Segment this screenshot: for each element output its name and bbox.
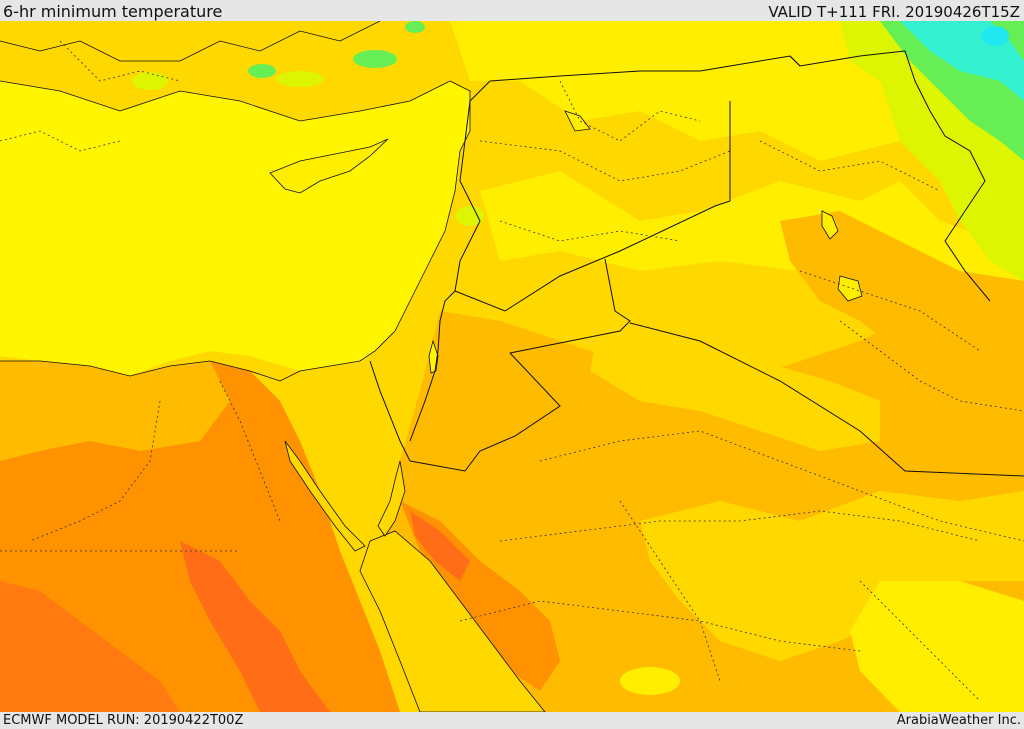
temperature-map [0, 21, 1024, 712]
footer-bar: ECMWF MODEL RUN: 20190422T00Z ArabiaWeat… [0, 712, 1024, 729]
yellow-spot-2 [729, 554, 781, 578]
model-run-label: ECMWF MODEL RUN: 20190422T00Z [3, 713, 244, 728]
brand-label: ArabiaWeather Inc. [896, 713, 1021, 728]
deep-orange-strip-hejaz [410, 511, 470, 581]
lime-spot-n1 [132, 72, 168, 90]
green-spot-n1 [353, 50, 397, 68]
gulf-of-aqaba [377, 460, 406, 537]
yellow-patch-se [850, 581, 1024, 712]
lime-spot-n3 [456, 206, 484, 226]
coastlines [0, 21, 471, 382]
header-bar: 6-hr minimum temperature VALID T+111 FRI… [0, 0, 1024, 21]
orange-zone-egypt-north [0, 361, 230, 461]
cyprus-island [269, 138, 389, 194]
cyan-spot-ne [981, 26, 1009, 46]
green-spot-n3 [405, 21, 425, 33]
valid-time-label: VALID T+111 FRI. 20190426T15Z [768, 3, 1020, 21]
north-yellow-zone [0, 21, 1024, 171]
admin-boundaries [0, 40, 1024, 702]
yellow-spot-1 [620, 667, 680, 695]
dark-orange-zone-egypt [0, 361, 400, 712]
lake-tharthar [821, 210, 839, 240]
green-spot-n2 [248, 64, 276, 78]
yellow-patch-south [640, 491, 1024, 661]
deep-orange-zone-nile [180, 541, 330, 712]
lake-razaza [837, 275, 863, 302]
deep-orange-zone-sw [0, 581, 180, 712]
red-sea [359, 530, 546, 712]
gulf-of-suez [284, 440, 366, 552]
map-title: 6-hr minimum temperature [3, 2, 223, 21]
orange-zone-east [780, 211, 1024, 381]
map-canvas [0, 21, 1024, 712]
north-yellow-zone-2 [480, 171, 1024, 321]
lime-spot-n2 [276, 71, 324, 87]
country-borders [369, 50, 1024, 477]
yellow-patch-saudi [590, 321, 880, 451]
lake-assad [564, 110, 591, 132]
